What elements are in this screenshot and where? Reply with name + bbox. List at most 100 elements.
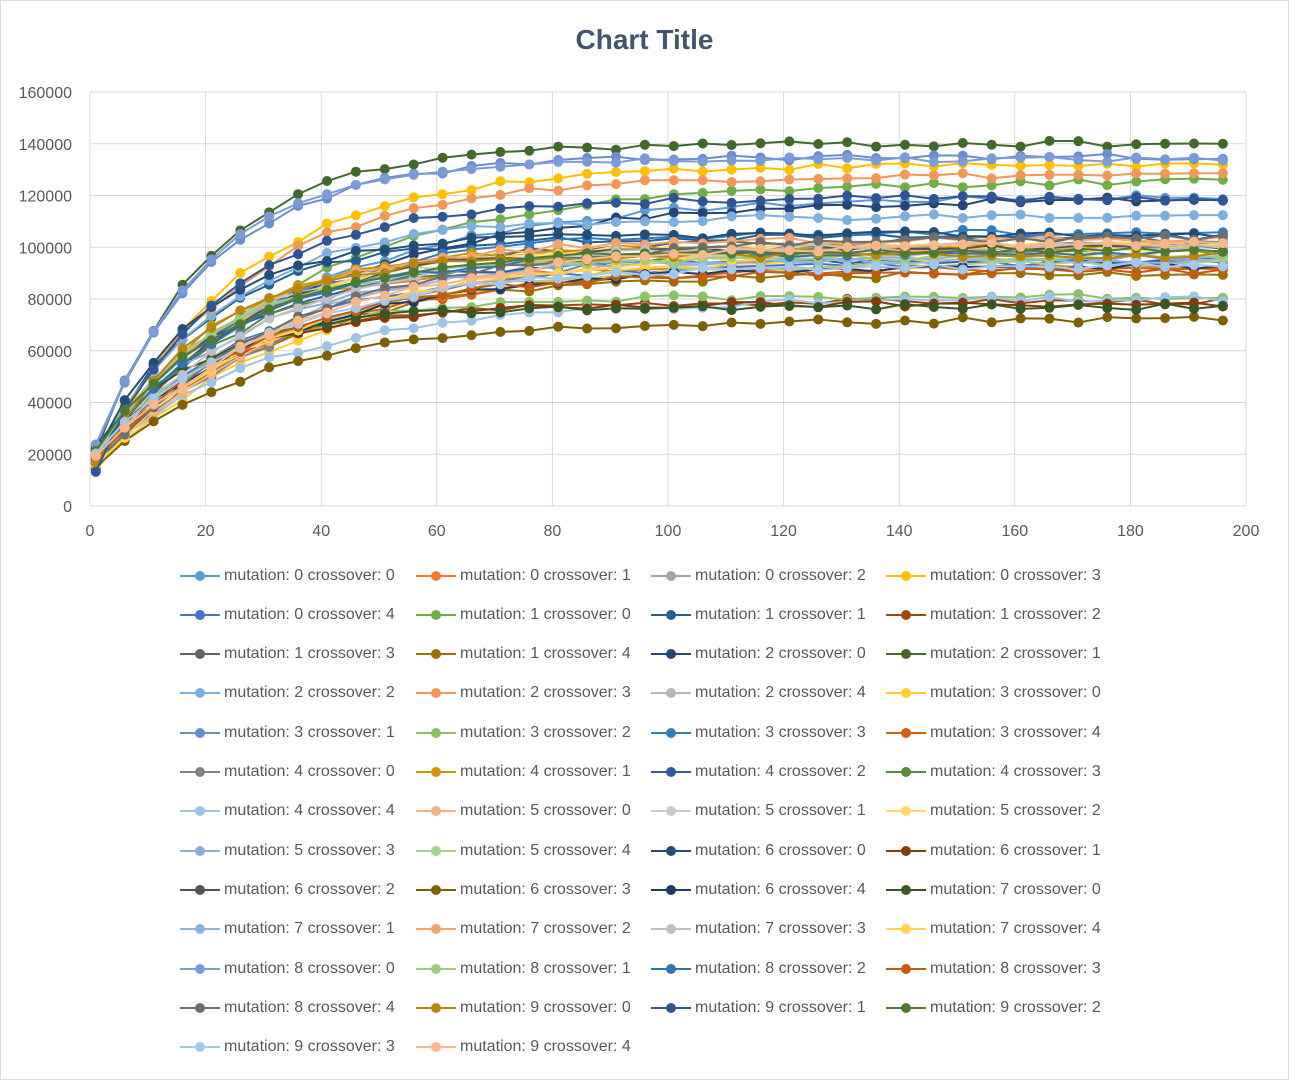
series-path (95, 315, 1224, 469)
data-point (408, 159, 419, 170)
data-point (293, 292, 304, 303)
legend-marker-icon (180, 806, 220, 817)
y-tick-label: 80000 (28, 292, 73, 309)
data-point (408, 291, 419, 302)
series-path (94, 155, 1223, 445)
legend-item: mutation: 6 crossover: 0 (651, 831, 866, 870)
data-point (668, 290, 679, 301)
legend-label: mutation: 8 crossover: 3 (930, 959, 1101, 977)
legend-marker-icon (651, 609, 691, 620)
data-point (957, 168, 968, 179)
data-point (206, 362, 217, 373)
data-point (350, 343, 361, 354)
data-point (639, 153, 650, 164)
data-point (408, 258, 419, 269)
data-point (1131, 257, 1142, 268)
data-point (264, 330, 275, 341)
series-line (90, 255, 1228, 457)
legend-item: mutation: 4 crossover: 3 (886, 753, 1101, 792)
series-line (90, 168, 1228, 468)
legend-label: mutation: 1 crossover: 4 (460, 645, 631, 663)
data-point (784, 300, 795, 311)
data-point (639, 175, 650, 186)
data-point (639, 270, 650, 281)
data-point (697, 166, 708, 177)
legend-item: mutation: 4 crossover: 2 (651, 753, 866, 792)
data-point (842, 199, 853, 210)
data-point (1131, 267, 1142, 278)
data-point (466, 232, 477, 243)
data-point (495, 257, 506, 268)
data-point (986, 292, 997, 303)
data-point (466, 259, 477, 270)
data-point (842, 263, 853, 274)
legend-marker-icon (886, 845, 926, 856)
data-point (553, 229, 564, 240)
y-tick-label: 160000 (19, 85, 72, 102)
data-point (639, 229, 650, 240)
data-point (1217, 238, 1228, 249)
data-point (610, 237, 621, 248)
series-path (94, 235, 1223, 461)
data-point (437, 224, 448, 235)
data-point (1160, 154, 1171, 165)
data-point (524, 201, 535, 212)
data-point (321, 218, 332, 229)
data-point (293, 347, 304, 358)
legend-marker-icon (651, 845, 691, 856)
data-point (350, 276, 361, 287)
data-point (928, 209, 939, 220)
legend-marker-icon (180, 688, 220, 699)
data-point (495, 176, 506, 187)
data-point (1015, 241, 1026, 252)
data-point (466, 273, 477, 284)
data-point (668, 175, 679, 186)
data-point (668, 217, 679, 228)
legend-marker-icon (416, 688, 456, 699)
legend-label: mutation: 3 crossover: 4 (930, 723, 1101, 741)
data-point (379, 164, 390, 175)
data-point (928, 178, 939, 189)
data-point (871, 304, 882, 315)
data-point (928, 247, 939, 258)
x-tick-label: 140 (886, 523, 913, 540)
legend-label: mutation: 4 crossover: 4 (224, 802, 395, 820)
data-point (293, 198, 304, 209)
data-point (1044, 247, 1055, 258)
data-point (899, 169, 910, 180)
series-path (94, 250, 1224, 464)
data-point (350, 255, 361, 266)
data-point (986, 210, 997, 221)
legend-item: mutation: 7 crossover: 1 (180, 910, 395, 949)
data-point (1188, 244, 1199, 255)
data-point (495, 244, 506, 255)
data-point (1102, 312, 1113, 323)
data-point (668, 141, 679, 152)
legend-marker-icon (180, 767, 220, 777)
data-point (1160, 238, 1171, 249)
data-point (553, 218, 564, 229)
legend-label: mutation: 9 crossover: 0 (460, 998, 631, 1016)
legend-marker-icon (651, 963, 691, 974)
legend-marker-icon (180, 609, 220, 620)
data-point (437, 166, 448, 177)
data-point (350, 179, 361, 190)
legend-item: mutation: 9 crossover: 4 (416, 1028, 631, 1067)
data-point (755, 184, 766, 195)
legend-marker-icon (416, 1042, 456, 1053)
data-point (524, 231, 535, 242)
y-tick-label: 60000 (28, 344, 73, 361)
data-point (1131, 192, 1142, 203)
data-point (582, 142, 593, 153)
data-point (1015, 160, 1026, 171)
legend-marker-icon (180, 963, 220, 974)
data-point (1160, 210, 1171, 221)
data-point (784, 203, 795, 214)
data-point (813, 193, 824, 204)
data-point (610, 197, 621, 208)
legend-marker-icon (180, 845, 220, 856)
legend-label: mutation: 3 crossover: 1 (224, 723, 395, 741)
legend-label: mutation: 7 crossover: 2 (460, 920, 631, 938)
data-point (553, 156, 564, 167)
data-point (466, 330, 477, 341)
